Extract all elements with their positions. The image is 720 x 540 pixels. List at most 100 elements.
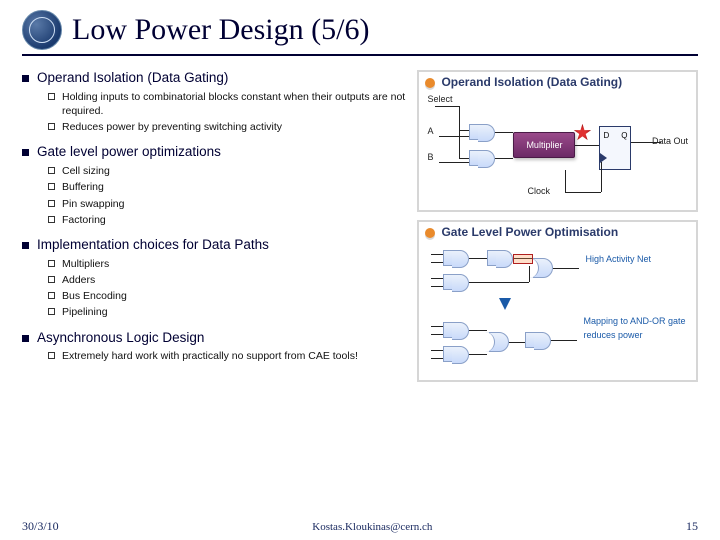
and-gate-icon [443,250,461,266]
and-gate-icon [443,346,461,362]
footer-date: 30/3/10 [22,519,59,534]
sub-text: Holding inputs to combinatorial blocks c… [62,90,409,118]
wire [529,266,530,282]
wire [469,282,529,283]
section-heading: Gate level power optimizations [22,144,409,161]
wire [439,162,469,163]
high-activity-highlight [513,254,533,264]
sub-text: Reduces power by preventing switching ac… [62,120,282,134]
bullet-box-icon [48,183,55,190]
wire [459,130,469,131]
section-async: Asynchronous Logic Design Extremely hard… [22,330,409,364]
wire [431,278,443,279]
heading-text: Gate level power optimizations [37,144,221,161]
bullet-box-icon [48,352,55,359]
or-gate-icon [489,332,509,352]
footer: 30/3/10 Kostas.Kloukinas@cern.ch 15 [22,519,698,534]
bullet-box-icon [48,167,55,174]
wire [431,254,443,255]
and-gate-icon [469,150,487,166]
sub-text: Cell sizing [62,164,110,178]
sub-text: Bus Encoding [62,289,127,303]
caption-mapping-1: Mapping to AND-OR gate [583,316,685,327]
wire [435,106,459,107]
figure1-diagram: Select A B Clock Data Out Multiplier [425,94,690,204]
figure2-diagram: High Activity Net [425,244,690,374]
wire [553,268,579,269]
section-heading: Operand Isolation (Data Gating) [22,70,409,87]
bullet-square-icon [22,242,29,249]
heading-text: Implementation choices for Data Paths [37,237,269,254]
bullet-box-icon [48,276,55,283]
arrow-down-icon [499,298,511,310]
and-gate-icon [487,250,505,266]
wire [495,158,513,159]
and-gate-icon [469,124,487,140]
figure-title-row: Operand Isolation (Data Gating) [425,76,690,90]
burst-icon [573,124,591,142]
figure-operand-isolation: Operand Isolation (Data Gating) Select A… [417,70,698,212]
wire [431,334,443,335]
label-clock: Clock [527,186,550,196]
bullet-box-icon [48,93,55,100]
wire [431,350,443,351]
bullet-box-icon [48,292,55,299]
footer-author: Kostas.Kloukinas@cern.ch [312,521,432,533]
sub-text: Buffering [62,180,104,194]
bullet-dot-icon [425,228,435,238]
sub-item: Pipelining [48,305,409,319]
figure-title-row: Gate Level Power Optimisation [425,226,690,240]
bullet-box-icon [48,200,55,207]
label-b: B [427,152,433,162]
and-gate-icon [443,322,461,338]
wire [431,286,443,287]
bullet-box-icon [48,308,55,315]
label-a: A [427,126,433,136]
slide-title: Low Power Design (5/6) [72,13,369,47]
slide: Low Power Design (5/6) Operand Isolation… [0,0,720,540]
section-heading: Implementation choices for Data Paths [22,237,409,254]
section-gate-level: Gate level power optimizations Cell sizi… [22,144,409,227]
cern-logo [22,10,62,50]
wire [565,170,566,192]
wire [565,192,601,193]
footer-page: 15 [686,519,698,534]
ff-d-label: D [603,131,609,140]
label-dataout: Data Out [652,136,688,146]
ff-q-label: Q [621,131,627,140]
wire [509,342,525,343]
bullet-dot-icon [425,78,435,88]
sub-item: Adders [48,273,409,287]
sub-text: Pipelining [62,305,108,319]
wire [459,106,460,158]
bullet-box-icon [48,260,55,267]
or-gate-icon [533,258,553,278]
wire [631,142,661,143]
title-bar: Low Power Design (5/6) [22,10,698,56]
section-impl-choices: Implementation choices for Data Paths Mu… [22,237,409,320]
sub-item: Buffering [48,180,409,194]
heading-text: Operand Isolation (Data Gating) [37,70,228,87]
wire [431,326,443,327]
caption-high-activity: High Activity Net [585,254,651,265]
wire [431,358,443,359]
bullet-box-icon [48,216,55,223]
sub-text: Pin swapping [62,197,124,211]
multiplier-label: Multiplier [526,140,562,150]
figures-column: Operand Isolation (Data Gating) Select A… [417,70,698,382]
sub-text: Multipliers [62,257,109,271]
wire [469,258,487,259]
sub-item: Extremely hard work with practically no … [48,349,409,363]
multiplier-block: Multiplier [513,132,575,158]
figure-title: Gate Level Power Optimisation [441,226,618,240]
wire [601,162,602,192]
section-operand-isolation: Operand Isolation (Data Gating) Holding … [22,70,409,134]
bullet-square-icon [22,149,29,156]
bullet-square-icon [22,75,29,82]
wire [459,158,469,159]
sub-item: Factoring [48,213,409,227]
sub-item: Bus Encoding [48,289,409,303]
bullet-box-icon [48,123,55,130]
sub-text: Adders [62,273,95,287]
sub-item: Multipliers [48,257,409,271]
